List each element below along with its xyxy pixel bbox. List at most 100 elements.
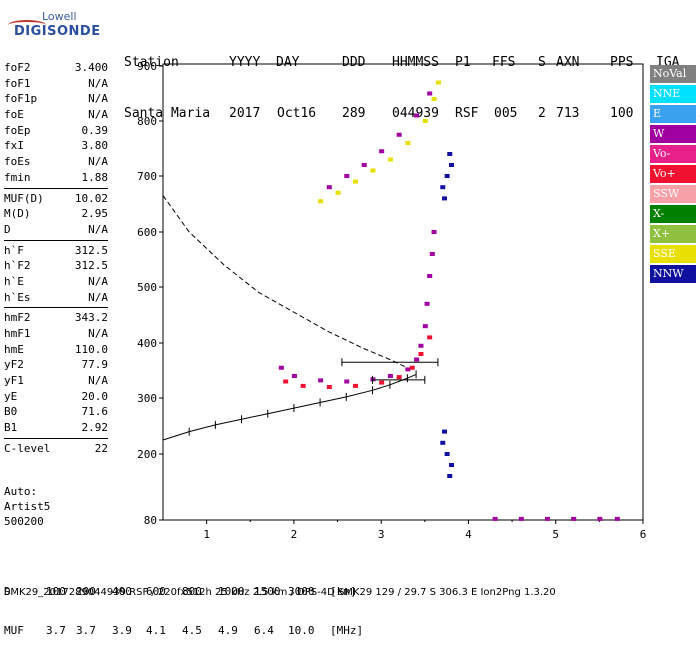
- echo-point: [427, 274, 433, 278]
- param-row: hmF1 N/A: [4, 326, 108, 342]
- param-row: hmE 110.0: [4, 342, 108, 358]
- echo-point: [444, 452, 450, 456]
- param-key: yE: [4, 389, 18, 403]
- x-tick-label: 5: [552, 528, 559, 541]
- muf-value: 1500: [254, 585, 281, 598]
- param-value: 1.88: [81, 170, 109, 184]
- echo-point: [353, 179, 358, 184]
- header-value: 289: [342, 106, 366, 121]
- digisonde-logo: Lowell DIGISONDE: [4, 6, 116, 46]
- param-key: hmE: [4, 342, 24, 356]
- echo-point: [418, 352, 424, 356]
- echo-point: [447, 152, 453, 156]
- auto-line1: Auto:: [4, 485, 38, 498]
- echo-point: [379, 149, 385, 154]
- echo-point: [409, 365, 415, 370]
- echo-point: [518, 516, 524, 521]
- param-value: N/A: [88, 374, 108, 388]
- electron-density-profile: [162, 373, 417, 441]
- y-tick-label: 400: [137, 337, 157, 350]
- echo-point: [300, 383, 306, 388]
- echo-point: [614, 516, 620, 521]
- header-label: S: [538, 55, 546, 70]
- header-label: DAY: [276, 55, 300, 70]
- x-tick-label: 2: [291, 528, 298, 541]
- param-divider: [4, 239, 108, 241]
- logo-arc-icon: [8, 20, 46, 30]
- param-key: h`F2: [4, 259, 31, 273]
- echo-point: [597, 516, 603, 521]
- param-row: fmin 1.88: [4, 170, 108, 186]
- param-key: h`Es: [4, 290, 31, 304]
- muf-value: 4.9: [218, 624, 238, 637]
- param-row: D N/A: [4, 222, 108, 238]
- param-row: yF2 77.9: [4, 357, 108, 373]
- echo-point: [442, 196, 448, 201]
- header-value: Oct16: [277, 106, 317, 121]
- legend-entry: X-: [650, 205, 696, 223]
- muf-table: D 100 200 400 600 800 1000 1500 3000 [km] MUF 3.7 3…: [4, 559, 363, 650]
- echo-point: [422, 324, 428, 329]
- header-label: YYYY: [229, 55, 261, 70]
- muf-frequency-row: MUF 3.7 3.7 3.9 4.1 4.5 4.9 6.4 10.0 [MHz]: [4, 624, 363, 637]
- param-key: foF1p: [4, 92, 38, 106]
- muf-value: 400: [112, 585, 132, 598]
- param-key: foEs: [4, 155, 31, 169]
- param-row: h`E N/A: [4, 274, 108, 290]
- param-value: 77.9: [81, 358, 109, 372]
- muf-value: 1000: [218, 585, 245, 598]
- x-tick-label: 6: [640, 528, 647, 541]
- echo-point: [440, 440, 446, 445]
- y-tick-label: 300: [137, 392, 157, 405]
- echo-point: [387, 157, 393, 162]
- echo-point: [431, 230, 437, 234]
- header-value: RSF: [455, 106, 479, 121]
- param-value: N/A: [88, 155, 108, 169]
- echo-point: [418, 343, 424, 348]
- echo-point: [424, 301, 430, 306]
- param-value: N/A: [88, 92, 108, 106]
- y-tick-label: 800: [137, 115, 157, 128]
- polarization-legend: NoVal NNE E W Vo- Vo+ SSW X- X+ SSE NNW: [650, 65, 696, 285]
- echo-point: [447, 474, 453, 478]
- echo-point: [442, 429, 448, 434]
- x-tick-label: 3: [378, 528, 385, 541]
- param-row: h`Es N/A: [4, 290, 108, 306]
- muf-value: 100: [46, 585, 66, 598]
- param-divider: [4, 187, 108, 189]
- param-value: N/A: [88, 108, 108, 122]
- echo-point: [422, 119, 428, 123]
- param-value: N/A: [88, 290, 108, 304]
- echo-point: [427, 335, 433, 340]
- y-tick-label: 900: [137, 60, 157, 73]
- param-key: M(D): [4, 207, 31, 221]
- param-row: foEp 0.39: [4, 123, 108, 139]
- header-label: PPS: [610, 55, 634, 70]
- legend-entry: E: [650, 105, 696, 123]
- header-value: 2017: [229, 106, 261, 121]
- echo-point: [414, 113, 420, 118]
- muf-value: 3000: [288, 585, 315, 598]
- param-key: B0: [4, 405, 18, 419]
- header-value: 100: [610, 106, 634, 121]
- param-key: B1: [4, 421, 18, 435]
- ionogram-plot: 80 200 300 400 500 600 700 800 900 1 2 3 4 5 6: [137, 60, 647, 541]
- echo-point: [545, 516, 550, 521]
- param-row: foF1 N/A: [4, 76, 108, 92]
- param-key: yF2: [4, 358, 24, 372]
- param-key: foF2: [4, 61, 31, 74]
- param-value: 20.0: [81, 389, 109, 403]
- echo-point: [318, 378, 324, 383]
- param-row: fxI 3.80: [4, 138, 108, 154]
- y-tick-label: 500: [137, 281, 157, 294]
- param-row: B0 71.6: [4, 404, 108, 420]
- muf-value: 200: [76, 585, 96, 598]
- echo-point: [291, 374, 297, 378]
- header-label: FFS: [492, 55, 516, 70]
- muf-value: 3.7: [46, 624, 66, 637]
- echo-point: [427, 91, 433, 96]
- param-key: hmF2: [4, 311, 31, 325]
- file-footer: SMK29_2017289044939.RSF / 220fx512h 25 k…: [4, 587, 556, 598]
- header-label: P1: [455, 55, 471, 70]
- param-key: foF1: [4, 76, 31, 90]
